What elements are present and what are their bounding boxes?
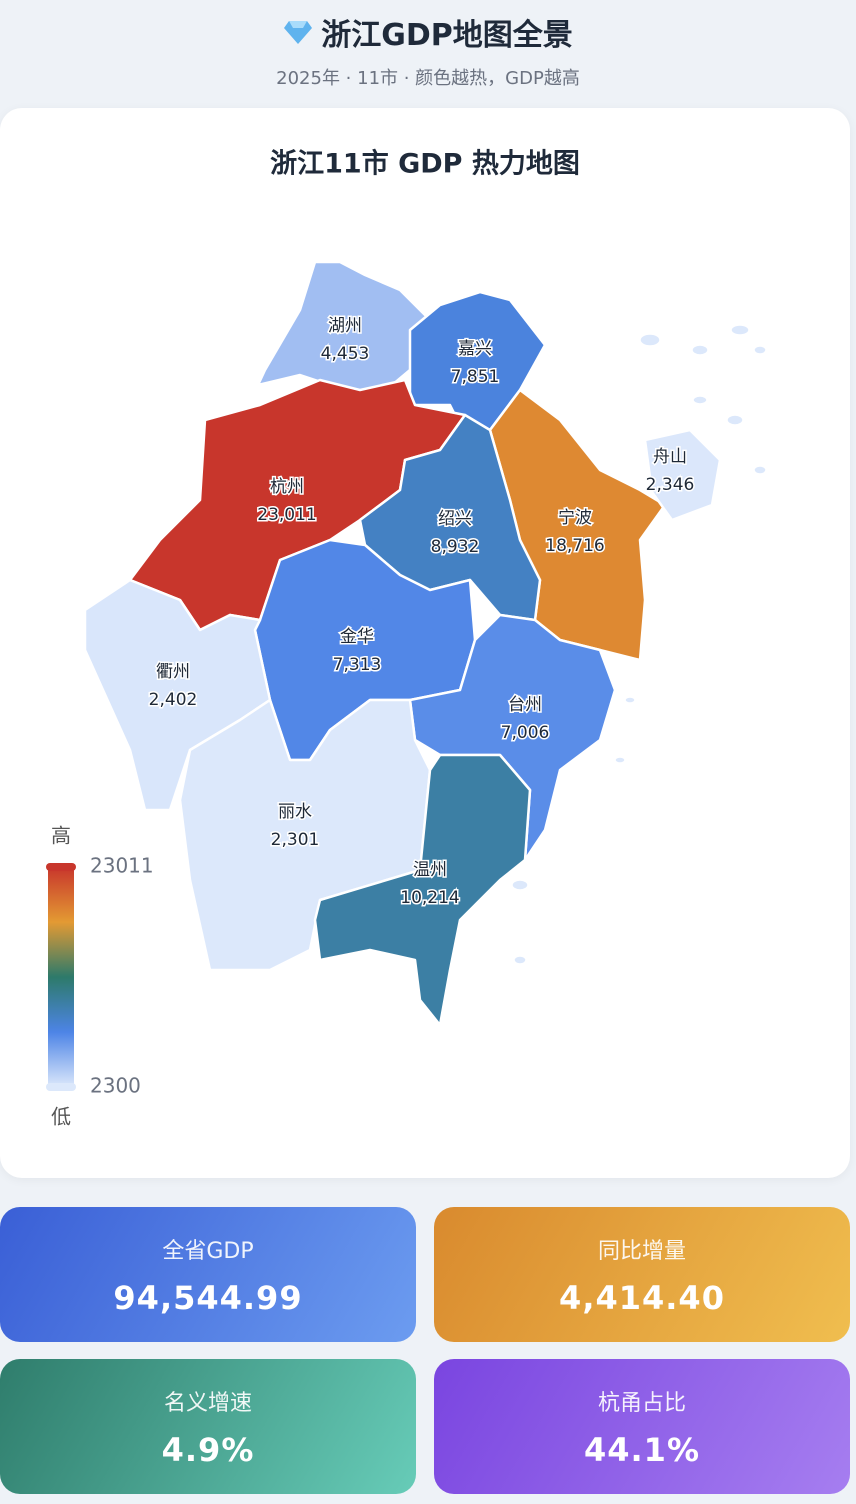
island bbox=[730, 324, 750, 336]
region-name: 台州 bbox=[508, 695, 542, 715]
island bbox=[726, 414, 744, 426]
region-name: 绍兴 bbox=[438, 509, 472, 529]
region-name: 湖州 bbox=[328, 316, 362, 336]
stat-value: 4,414.40 bbox=[559, 1279, 725, 1317]
region-value: 10,214 bbox=[400, 888, 459, 908]
region-value: 7,851 bbox=[451, 367, 500, 387]
region-value: 2,402 bbox=[149, 690, 198, 710]
region-name: 衢州 bbox=[156, 661, 190, 682]
island bbox=[753, 345, 767, 355]
stat-label: 杭甬占比 bbox=[597, 1391, 686, 1416]
region-value: 18,716 bbox=[545, 536, 604, 556]
stat-value: 94,544.99 bbox=[113, 1279, 303, 1317]
island bbox=[614, 756, 626, 764]
map-title: 浙江11市 GDP 热力地图 bbox=[270, 148, 580, 180]
map-chart: 浙江11市 GDP 热力地图 湖州 4,453 嘉兴 7,851 杭州 23,011 宁波 1… bbox=[46, 148, 767, 1129]
stat-label: 全省GDP bbox=[162, 1239, 254, 1264]
header: 浙江GDP地图全景 2025年 · 11市 · 颜色越热，GDP越高 bbox=[0, 0, 856, 90]
legend-bar bbox=[48, 867, 74, 1087]
island bbox=[753, 465, 767, 475]
page-subtitle: 2025年 · 11市 · 颜色越热，GDP越高 bbox=[276, 68, 580, 89]
diamond-icon bbox=[284, 21, 313, 44]
region-value: 2,346 bbox=[646, 475, 695, 495]
region-name: 宁波 bbox=[558, 508, 592, 528]
stat-card: 同比增量 4,414.40 bbox=[434, 1207, 850, 1342]
page-title: 浙江GDP地图全景 bbox=[321, 18, 573, 53]
legend-low-label: 低 bbox=[51, 1105, 71, 1129]
region bbox=[178, 698, 432, 972]
region-name: 金华 bbox=[340, 627, 374, 647]
region-name: 舟山 bbox=[653, 447, 687, 467]
region-value: 4,453 bbox=[321, 344, 370, 364]
legend-handle bbox=[46, 863, 76, 871]
region-name: 杭州 bbox=[270, 477, 304, 497]
region-value: 2,301 bbox=[271, 830, 320, 850]
legend-handle bbox=[46, 1083, 76, 1091]
stat-card: 全省GDP 94,544.99 bbox=[0, 1207, 416, 1342]
region-value: 7,313 bbox=[333, 655, 382, 675]
island bbox=[513, 955, 527, 965]
stat-label: 同比增量 bbox=[597, 1239, 686, 1264]
region-name: 丽水 bbox=[278, 802, 312, 822]
legend-min-label: 2300 bbox=[90, 1074, 141, 1098]
map-card: 浙江11市 GDP 热力地图 湖州 4,453 嘉兴 7,851 杭州 23,011 宁波 1… bbox=[0, 108, 850, 1178]
region bbox=[643, 428, 722, 522]
region-name: 嘉兴 bbox=[458, 339, 492, 359]
stat-card: 杭甬占比 44.1% bbox=[434, 1359, 850, 1494]
island bbox=[624, 696, 636, 704]
stat-label: 名义增速 bbox=[163, 1391, 252, 1416]
legend-high-label: 高 bbox=[51, 824, 71, 848]
region-value: 23,011 bbox=[257, 505, 316, 525]
header-title-row: 浙江GDP地图全景 bbox=[0, 10, 856, 54]
region-value: 8,932 bbox=[431, 537, 480, 557]
stat-value: 4.9% bbox=[161, 1431, 255, 1469]
island bbox=[511, 879, 529, 891]
stat-value: 44.1% bbox=[583, 1431, 700, 1469]
stat-card: 名义增速 4.9% bbox=[0, 1359, 416, 1494]
region-value: 7,006 bbox=[501, 723, 550, 743]
region bbox=[313, 753, 532, 1027]
island bbox=[639, 333, 661, 347]
legend-max-label: 23011 bbox=[90, 854, 154, 878]
island bbox=[691, 344, 709, 356]
island bbox=[692, 395, 708, 405]
region-name: 温州 bbox=[413, 860, 447, 880]
